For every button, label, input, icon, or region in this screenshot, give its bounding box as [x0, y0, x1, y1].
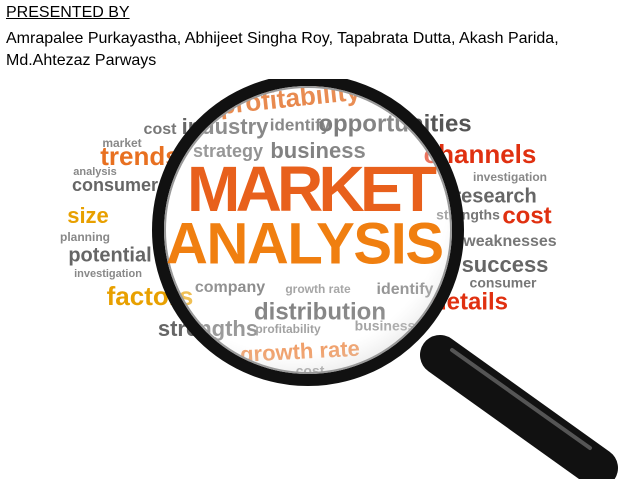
magnifier-handle	[420, 335, 618, 479]
market-analysis-image: profitabilityindustryidentifyopportuniti…	[60, 79, 618, 479]
authors: Md.Ahtezaz Parways	[6, 52, 157, 69]
authors: Amrapalee Purkayastha, Abhijeet Singha R…	[6, 30, 559, 47]
lens-rim	[164, 86, 452, 374]
cloud-word: potential	[68, 244, 151, 266]
headline-word: MARKET	[187, 153, 437, 225]
presented-by: PRESENTED BY	[6, 4, 130, 21]
cloud-word: size	[67, 203, 109, 228]
cloud-word: consumer	[470, 275, 537, 291]
cloud-word: planning	[60, 230, 110, 244]
cloud-word: analysis	[73, 166, 116, 178]
cloud-word: investigation	[74, 268, 142, 280]
cloud-word: success	[462, 252, 549, 277]
cloud-word: consumer	[72, 175, 158, 195]
headline-word: ANALYSIS	[166, 211, 444, 276]
cloud-word: weaknesses	[462, 233, 557, 250]
cloud-word: cost	[502, 202, 551, 229]
cloud-word: research	[453, 185, 536, 207]
cloud-word: market	[102, 136, 141, 150]
handle-highlight	[450, 348, 592, 450]
magnifier-lens	[152, 79, 464, 386]
cloud-word: investigation	[473, 170, 547, 184]
cloud-word: cost	[144, 121, 178, 138]
